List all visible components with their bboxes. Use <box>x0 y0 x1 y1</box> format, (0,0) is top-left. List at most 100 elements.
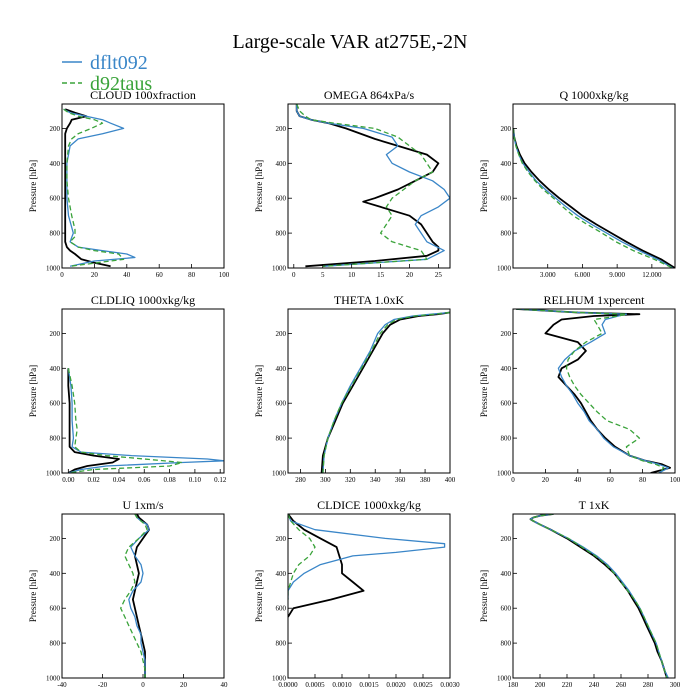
y-tick-label: 600 <box>50 195 61 203</box>
panel-5: THETA 1.0xK Pressure [hPa] 200 400 600 800 100… <box>254 293 456 484</box>
y-tick-label: 200 <box>276 535 287 543</box>
x-tick-label: 0.04 <box>113 476 126 484</box>
series-line-dflt092 <box>288 514 446 600</box>
x-tick-label: 0.0025 <box>413 681 433 689</box>
panel-title: THETA 1.0xK <box>334 293 405 307</box>
y-tick-label: 400 <box>276 570 287 578</box>
x-tick-label: 320 <box>345 476 356 484</box>
y-tick-label: 600 <box>276 400 287 408</box>
x-tick-label: 0.10 <box>189 476 202 484</box>
y-tick-label: 800 <box>50 640 61 648</box>
plot-frame <box>287 513 451 679</box>
y-tick-label: 1000 <box>272 470 287 478</box>
x-tick-label: 0.02 <box>88 476 101 484</box>
series-line-d92taus <box>513 128 673 268</box>
y-axis-label: Pressure [hPa] <box>254 570 264 622</box>
x-tick-label: -20 <box>98 681 108 689</box>
x-tick-label: 40 <box>123 271 131 279</box>
series-line-d92taus <box>120 514 148 678</box>
panel-title: RELHUM 1xpercent <box>544 293 646 307</box>
y-tick-label: 200 <box>50 330 61 338</box>
x-tick-label: 5 <box>321 271 325 279</box>
y-tick-label: 1000 <box>46 675 61 683</box>
y-tick-label: 800 <box>501 435 512 443</box>
x-tick-label: 20 <box>542 476 550 484</box>
y-tick-label: 600 <box>50 605 61 613</box>
y-axis-label: Pressure [hPa] <box>28 570 38 622</box>
series-line-ref <box>513 128 675 268</box>
series-line-ref <box>64 108 111 268</box>
x-tick-label: 0 <box>292 271 296 279</box>
legend: dflt092 d92taus <box>62 52 152 95</box>
x-tick-label: 9.000 <box>609 271 625 279</box>
x-tick-label: 0.0010 <box>332 681 352 689</box>
x-tick-label: 20 <box>406 271 414 279</box>
panel-8: CLDICE 1000xkg/kg Pressure [hPa] 200 400 600… <box>254 498 460 689</box>
x-tick-label: 0.12 <box>214 476 227 484</box>
x-tick-label: 20 <box>180 681 188 689</box>
x-tick-label: 280 <box>643 681 654 689</box>
y-tick-label: 600 <box>276 195 287 203</box>
x-tick-label: 15 <box>377 271 385 279</box>
series-line-dflt092 <box>63 108 136 267</box>
y-tick-label: 200 <box>276 125 287 133</box>
series-line-ref <box>516 309 671 473</box>
y-tick-label: 800 <box>501 230 512 238</box>
x-tick-label: 0.08 <box>163 476 176 484</box>
x-tick-label: 0.0015 <box>359 681 379 689</box>
x-tick-label: 260 <box>616 681 627 689</box>
x-tick-label: 0.00 <box>62 476 75 484</box>
x-tick-label: 0.06 <box>138 476 151 484</box>
y-tick-label: 1000 <box>497 265 512 273</box>
y-axis-label: Pressure [hPa] <box>479 160 489 212</box>
series-line-dflt092 <box>529 514 669 678</box>
y-tick-label: 600 <box>501 195 512 203</box>
x-tick-label: 3.000 <box>540 271 556 279</box>
y-tick-label: 200 <box>501 330 512 338</box>
series-line-ref <box>529 514 668 678</box>
y-tick-label: 400 <box>501 365 512 373</box>
series-line-dflt092 <box>322 311 450 473</box>
x-tick-label: 40 <box>574 476 582 484</box>
x-tick-label: 280 <box>295 476 306 484</box>
y-axis-label: Pressure [hPa] <box>28 365 38 417</box>
y-axis-label: Pressure [hPa] <box>479 570 489 622</box>
series-line-ref <box>288 514 365 618</box>
plot-frame <box>287 308 451 474</box>
panel-3: Q 1000xkg/kg Pressure [hPa] 200 400 600 800 10… <box>479 88 676 279</box>
x-tick-label: 300 <box>320 476 331 484</box>
x-tick-label: 100 <box>670 476 681 484</box>
series-line-dflt092 <box>516 309 670 473</box>
x-tick-label: 0.0005 <box>305 681 325 689</box>
y-tick-label: 400 <box>50 160 61 168</box>
y-axis-label: Pressure [hPa] <box>254 365 264 417</box>
series-line-ref <box>67 368 120 473</box>
x-tick-label: 300 <box>670 681 681 689</box>
y-tick-label: 400 <box>50 365 61 373</box>
x-tick-label: 200 <box>535 681 546 689</box>
y-tick-label: 800 <box>501 640 512 648</box>
x-tick-label: 12.000 <box>642 271 662 279</box>
y-tick-label: 200 <box>276 330 287 338</box>
legend-label-dflt092: dflt092 <box>90 52 148 74</box>
panel-title: U 1xm/s <box>122 498 163 512</box>
panel-4: CLDLIQ 1000xkg/kg Pressure [hPa] 200 400 600… <box>28 293 227 484</box>
series-line-dflt092 <box>296 104 450 267</box>
panel-title: OMEGA 864xPa/s <box>324 88 415 102</box>
y-tick-label: 1000 <box>46 265 61 273</box>
y-tick-label: 600 <box>50 400 61 408</box>
x-tick-label: 340 <box>370 476 381 484</box>
series-line-ref <box>320 311 450 473</box>
y-tick-label: 600 <box>276 605 287 613</box>
y-tick-label: 800 <box>276 230 287 238</box>
series-line-d92taus <box>288 514 316 600</box>
y-tick-label: 1000 <box>497 675 512 683</box>
y-tick-label: 400 <box>501 570 512 578</box>
y-tick-label: 400 <box>276 160 287 168</box>
y-tick-label: 800 <box>50 230 61 238</box>
